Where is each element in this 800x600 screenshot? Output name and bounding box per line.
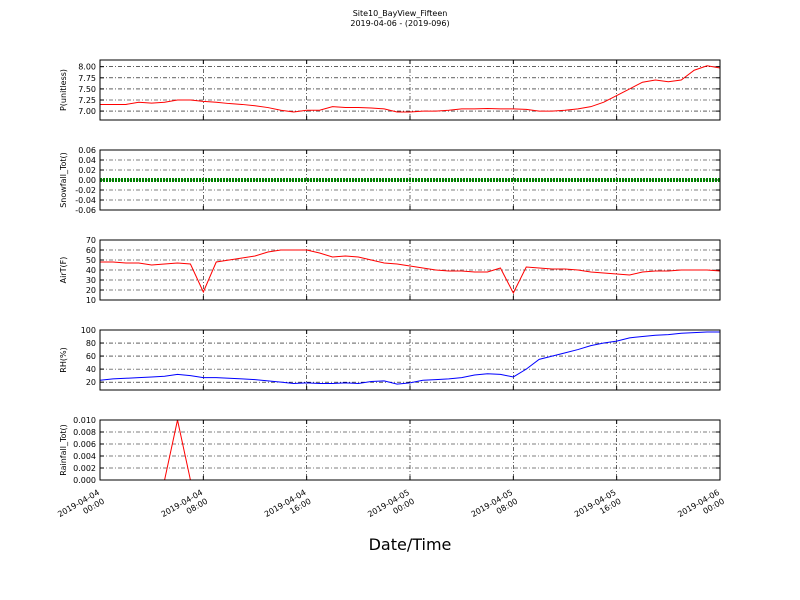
y-tick-label: 10 <box>86 296 96 305</box>
y-tick-label: 8.00 <box>78 63 96 72</box>
y-tick-label: -0.02 <box>75 186 96 195</box>
y-tick-label: 7.75 <box>78 74 96 83</box>
chart-subtitle: 2019-04-06 - (2019-096) <box>350 19 449 28</box>
y-tick-label: 7.50 <box>78 85 96 94</box>
y-tick-label: 0.006 <box>73 440 96 449</box>
y-tick-label: 0.010 <box>73 416 96 425</box>
x-tick-label: 2019-04-04 16:00 <box>263 488 313 528</box>
y-tick-label: -0.06 <box>75 206 96 215</box>
y-axis-label: RH(%) <box>59 347 68 372</box>
plot-frame <box>99 149 721 211</box>
y-tick-label: 7.25 <box>78 96 96 105</box>
y-tick-label: 70 <box>86 236 96 245</box>
y-tick-label: 0.004 <box>73 452 96 461</box>
y-tick-label: 7.00 <box>78 107 96 116</box>
series-line <box>100 65 721 113</box>
y-tick-label: 0.04 <box>78 156 96 165</box>
y-tick-label: 0.06 <box>78 146 96 155</box>
y-tick-label: 100 <box>81 326 96 335</box>
x-tick-label: 2019-04-05 00:00 <box>366 488 416 528</box>
series-line <box>99 331 720 385</box>
y-tick-label: 60 <box>86 352 96 361</box>
y-tick-label: 40 <box>86 365 96 374</box>
series-line <box>100 249 721 295</box>
x-axis-label: Date/Time <box>369 535 452 554</box>
chart-title: Site10_BayView_Fifteen <box>353 9 448 18</box>
x-tick-label: 2019-04-05 16:00 <box>573 488 623 528</box>
y-tick-label: 50 <box>86 256 96 265</box>
y-tick-label: 20 <box>86 378 96 387</box>
y-axis-label: AirT(F) <box>59 257 68 284</box>
y-tick-label: 0.00 <box>78 176 96 185</box>
y-axis-label: Snowfall_Tot() <box>59 152 68 208</box>
y-tick-label: 20 <box>86 286 96 295</box>
y-tick-label: 30 <box>86 276 96 285</box>
y-tick-label: 60 <box>86 246 96 255</box>
x-tick-label: 2019-04-05 08:00 <box>470 488 520 528</box>
plot-frame <box>99 59 721 121</box>
y-axis-label: Rainfall_Tot() <box>59 424 68 476</box>
y-axis-label: P(unitless) <box>59 69 68 111</box>
y-tick-label: 40 <box>86 266 96 275</box>
x-tick-label: 2019-04-06 00:00 <box>676 488 726 528</box>
plot-frame <box>99 329 721 391</box>
plot-frame <box>99 419 721 481</box>
y-tick-label: 80 <box>86 339 96 348</box>
y-tick-label: 0.02 <box>78 166 96 175</box>
y-tick-label: 0.000 <box>73 476 96 485</box>
plot-frame <box>99 239 721 301</box>
y-tick-label: -0.04 <box>75 196 96 205</box>
x-tick-label: 2019-04-04 08:00 <box>160 488 210 528</box>
y-tick-label: 0.008 <box>73 428 96 437</box>
y-tick-label: 0.002 <box>73 464 96 473</box>
x-tick-label: 2019-04-04 00:00 <box>56 488 106 528</box>
